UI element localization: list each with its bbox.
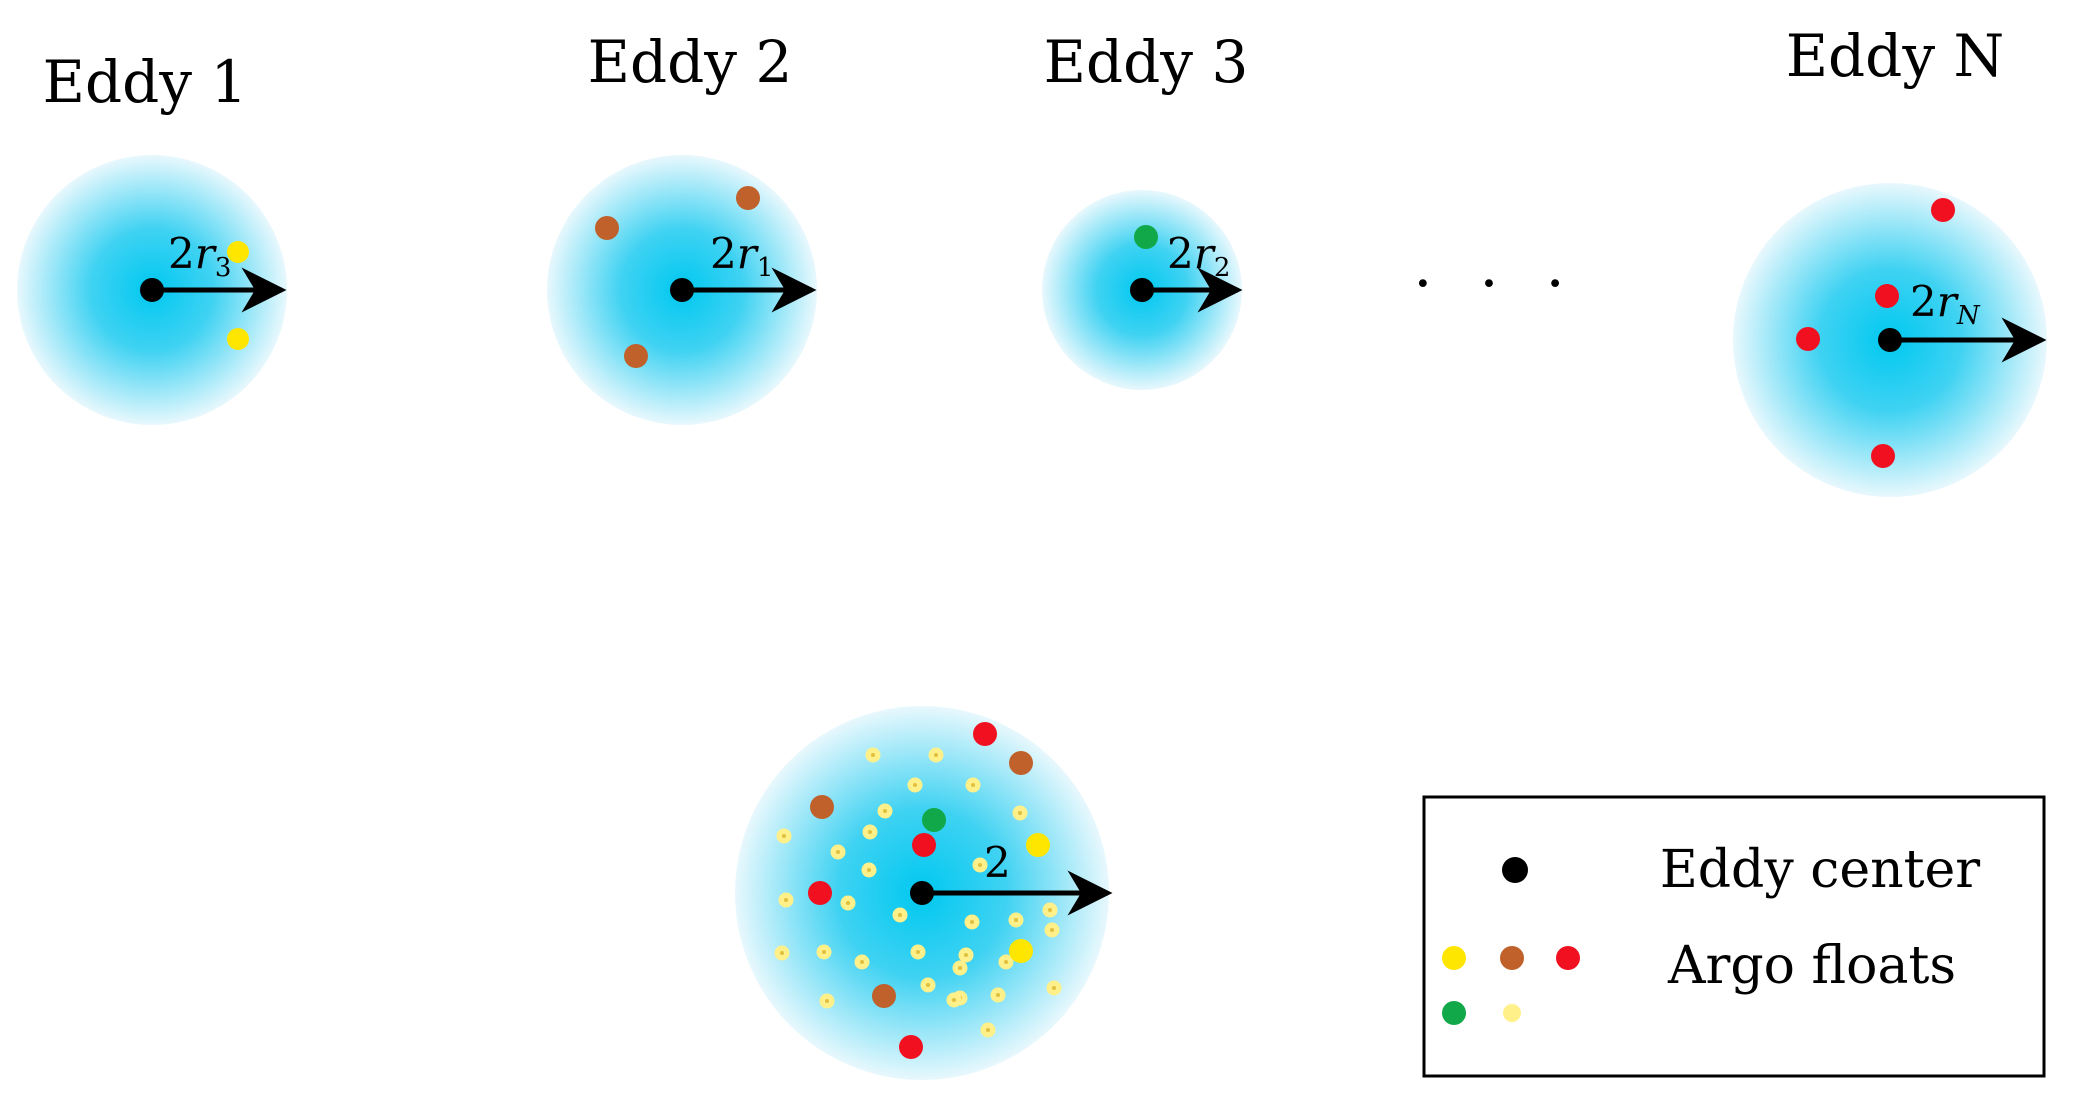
eddy-n-center xyxy=(1878,328,1902,352)
argo-float xyxy=(1871,444,1895,468)
legend-float-yellow xyxy=(1442,946,1466,970)
argo-float-small-dot xyxy=(978,863,982,867)
argo-float xyxy=(1796,327,1820,351)
eddy-2-title: Eddy 2 xyxy=(588,28,793,96)
eddy-1-radius-label: 2r3 xyxy=(168,229,231,283)
argo-float-small-dot xyxy=(782,834,786,838)
eddy-3-title: Eddy 3 xyxy=(1044,28,1249,96)
legend: Eddy center Argo floats xyxy=(1422,795,2046,1078)
eddy-n-radius-label: 2rN xyxy=(1910,277,1981,331)
eddy-3-radius-label: 2r2 xyxy=(1167,229,1230,283)
eddy-1-center xyxy=(140,278,164,302)
eddy-2: Eddy 2 2r1 xyxy=(547,28,817,425)
legend-float-brown xyxy=(1500,946,1524,970)
eddy-1: Eddy 1 2r3 xyxy=(17,48,287,425)
argo-float-small-dot xyxy=(1014,918,1018,922)
argo-float xyxy=(1875,284,1899,308)
argo-float xyxy=(736,186,760,210)
argo-float-small-dot xyxy=(825,999,829,1003)
argo-float-small-dot xyxy=(868,830,872,834)
argo-float-small-dot xyxy=(784,898,788,902)
argo-float-small-dot xyxy=(1004,960,1008,964)
argo-float xyxy=(624,344,648,368)
argo-float-small-dot xyxy=(846,901,850,905)
argo-float-small-dot xyxy=(964,953,968,957)
argo-float-small-dot xyxy=(1048,908,1052,912)
argo-float-small-dot xyxy=(867,868,871,872)
ellipsis: · · · xyxy=(1413,249,1578,319)
argo-float-small-dot xyxy=(1018,811,1022,815)
argo-float xyxy=(227,241,249,263)
eddy-n-title: Eddy N xyxy=(1786,22,2005,90)
legend-box xyxy=(1422,795,2046,1078)
composite-radius-label: 2 xyxy=(984,838,1011,887)
eddy-3-center xyxy=(1130,278,1154,302)
argo-float-small-dot xyxy=(1050,928,1054,932)
argo-float-small-dot xyxy=(996,993,1000,997)
argo-float-small-dot xyxy=(780,951,784,955)
argo-float xyxy=(899,1035,923,1059)
argo-float-small-dot xyxy=(971,783,975,787)
legend-argo-floats-label: Argo floats xyxy=(1667,936,1956,996)
argo-float xyxy=(1931,198,1955,222)
argo-float-small-dot xyxy=(934,753,938,757)
argo-float-small-dot xyxy=(1052,986,1056,990)
legend-float-green xyxy=(1442,1001,1466,1025)
argo-float-small-dot xyxy=(836,850,840,854)
argo-float xyxy=(1026,833,1050,857)
argo-float-small-dot xyxy=(958,966,962,970)
argo-float xyxy=(595,216,619,240)
argo-float-small-dot xyxy=(986,1028,990,1032)
argo-float xyxy=(810,795,834,819)
argo-float-small-dot xyxy=(913,783,917,787)
argo-float xyxy=(808,881,832,905)
argo-float-small-dot xyxy=(898,913,902,917)
argo-float xyxy=(1009,939,1033,963)
legend-eddy-center-label: Eddy center xyxy=(1660,840,1980,900)
composite-eddy: 2 xyxy=(735,706,1113,1080)
argo-float-small-dot xyxy=(916,950,920,954)
legend-float-pale-yellow xyxy=(1503,1004,1521,1022)
argo-float-small-dot xyxy=(860,960,864,964)
legend-float-red xyxy=(1556,946,1580,970)
argo-float-small-dot xyxy=(871,753,875,757)
argo-float xyxy=(912,833,936,857)
eddy-1-title: Eddy 1 xyxy=(43,48,248,116)
argo-float xyxy=(1134,225,1158,249)
argo-float-small-dot xyxy=(970,920,974,924)
composite-center xyxy=(910,881,934,905)
argo-float-small-dot xyxy=(883,809,887,813)
argo-float xyxy=(973,722,997,746)
legend-eddy-center-marker xyxy=(1502,857,1528,883)
eddy-2-radius-label: 2r1 xyxy=(710,229,773,283)
argo-float-small-dot xyxy=(952,998,956,1002)
argo-float-small-dot xyxy=(926,983,930,987)
composite-small-floats xyxy=(774,747,1062,1038)
argo-float-small-dot xyxy=(822,950,826,954)
eddy-3: Eddy 3 2r2 xyxy=(1042,28,1248,390)
argo-float xyxy=(922,808,946,832)
eddy-2-center xyxy=(670,278,694,302)
argo-float xyxy=(1009,751,1033,775)
argo-float xyxy=(872,984,896,1008)
eddy-n: Eddy N 2rN xyxy=(1733,22,2047,497)
argo-float xyxy=(227,328,249,350)
